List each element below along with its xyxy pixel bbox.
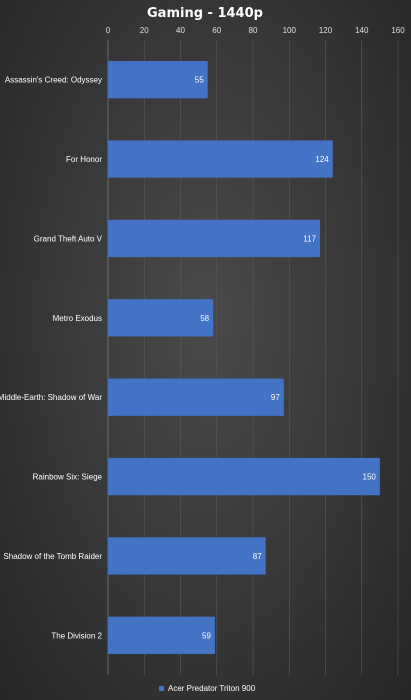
category-label: Middle-Earth: Shadow of War xyxy=(0,393,102,402)
bar-value-label: 87 xyxy=(253,552,262,561)
bar xyxy=(108,616,215,654)
bar xyxy=(108,457,380,496)
legend-swatch xyxy=(159,686,164,691)
bar-value-label: 59 xyxy=(202,631,211,640)
category-label: The Division 2 xyxy=(51,631,102,640)
bars: 55 Assassin's Creed: Odyssey 124 For Honor 1… xyxy=(0,61,380,654)
legend: Acer Predator Triton 900 xyxy=(159,684,256,693)
x-tick-label: 20 xyxy=(140,26,149,35)
category-label: For Honor xyxy=(66,155,102,164)
bar xyxy=(108,537,266,575)
x-tick-label: 100 xyxy=(283,26,297,35)
x-tick-label: 160 xyxy=(391,26,405,35)
x-tick-label: 0 xyxy=(106,26,111,35)
category-label: Metro Exodus xyxy=(53,314,102,323)
category-label: Rainbow Six: Siege xyxy=(33,473,103,482)
x-tick-label: 80 xyxy=(249,26,258,35)
chart-title: Gaming - 1440p xyxy=(147,6,263,21)
bar-value-label: 124 xyxy=(315,155,329,164)
x-tick-label: 120 xyxy=(319,26,333,35)
grid-lines xyxy=(107,40,399,675)
x-tick-label: 40 xyxy=(176,26,185,35)
bar xyxy=(108,299,214,337)
bar-value-label: 58 xyxy=(200,314,209,323)
x-axis-ticks: 0 20 40 60 80 100 120 140 160 xyxy=(106,26,405,35)
x-tick-label: 140 xyxy=(355,26,369,35)
bar xyxy=(108,61,208,99)
bar-value-label: 55 xyxy=(195,76,204,85)
bar-value-label: 117 xyxy=(303,234,316,243)
bar xyxy=(108,219,321,258)
bar xyxy=(108,140,333,178)
bar xyxy=(108,378,284,416)
legend-label: Acer Predator Triton 900 xyxy=(168,684,256,693)
category-label: Assassin's Creed: Odyssey xyxy=(5,76,102,85)
bar-value-label: 150 xyxy=(363,473,377,482)
category-label: Shadow of the Tomb Raider xyxy=(3,552,102,561)
category-label: Grand Theft Auto V xyxy=(34,234,103,243)
bar-value-label: 97 xyxy=(271,393,280,402)
x-tick-label: 60 xyxy=(212,26,221,35)
